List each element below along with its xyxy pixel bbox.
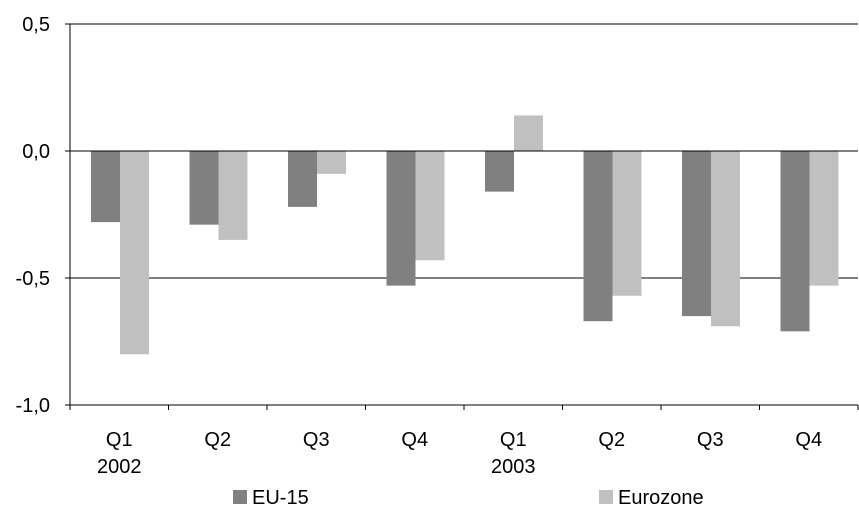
x-axis-year-label: 2002: [97, 456, 142, 478]
x-axis-category-label: Q2: [204, 429, 231, 451]
bar-eurozone-7: [711, 151, 740, 327]
y-axis-tick-label: 0,5: [22, 14, 50, 36]
bars: [91, 115, 839, 355]
bar-eu-15-6: [583, 151, 613, 322]
y-axis-tick-labels: 0,5 0,0 -0,5 -1,0: [16, 14, 50, 417]
bar-eu-15-4: [386, 151, 416, 286]
bar-eurozone-1: [120, 151, 149, 355]
y-axis-tick-label: 0,0: [22, 141, 50, 163]
bar-eu-15-7: [682, 151, 711, 317]
y-axis-tick-label: -1,0: [16, 395, 50, 417]
bar-eu-15-2: [189, 151, 219, 225]
x-axis-category-labels: Q1 2002 Q2 Q3 Q4 Q1 2003 Q2 Q3 Q4: [97, 429, 822, 478]
legend-label: Eurozone: [618, 487, 704, 507]
axes: [65, 23, 859, 410]
bar-eu-15-8: [780, 151, 810, 332]
bar-eu-15-3: [288, 151, 317, 207]
x-axis-category-label: Q3: [697, 429, 724, 451]
x-axis-category-label: Q2: [598, 429, 625, 451]
x-axis-category-label: Q4: [795, 429, 822, 451]
bar-eurozone-3: [317, 151, 346, 174]
bar-eurozone-2: [218, 151, 248, 240]
y-axis-tick-label: -0,5: [16, 268, 50, 290]
x-axis-category-label: Q1: [500, 429, 527, 451]
bar-eurozone-8: [809, 151, 839, 286]
x-axis-category-label: Q1: [106, 429, 133, 451]
x-axis-year-label: 2003: [491, 456, 536, 478]
bar-eu-15-1: [91, 151, 120, 223]
x-axis-category-label: Q3: [303, 429, 330, 451]
bar-eurozone-6: [612, 151, 642, 296]
x-axis-category-label: Q4: [401, 429, 428, 451]
bar-eu-15-5: [485, 151, 514, 192]
legend: EU-15 Eurozone: [233, 487, 704, 507]
bar-eurozone-5: [514, 115, 543, 151]
legend-swatch-eurozone: [599, 490, 613, 504]
legend-label: EU-15: [252, 487, 309, 507]
legend-swatch-eu-15: [233, 490, 247, 504]
bar-eurozone-4: [415, 151, 445, 261]
